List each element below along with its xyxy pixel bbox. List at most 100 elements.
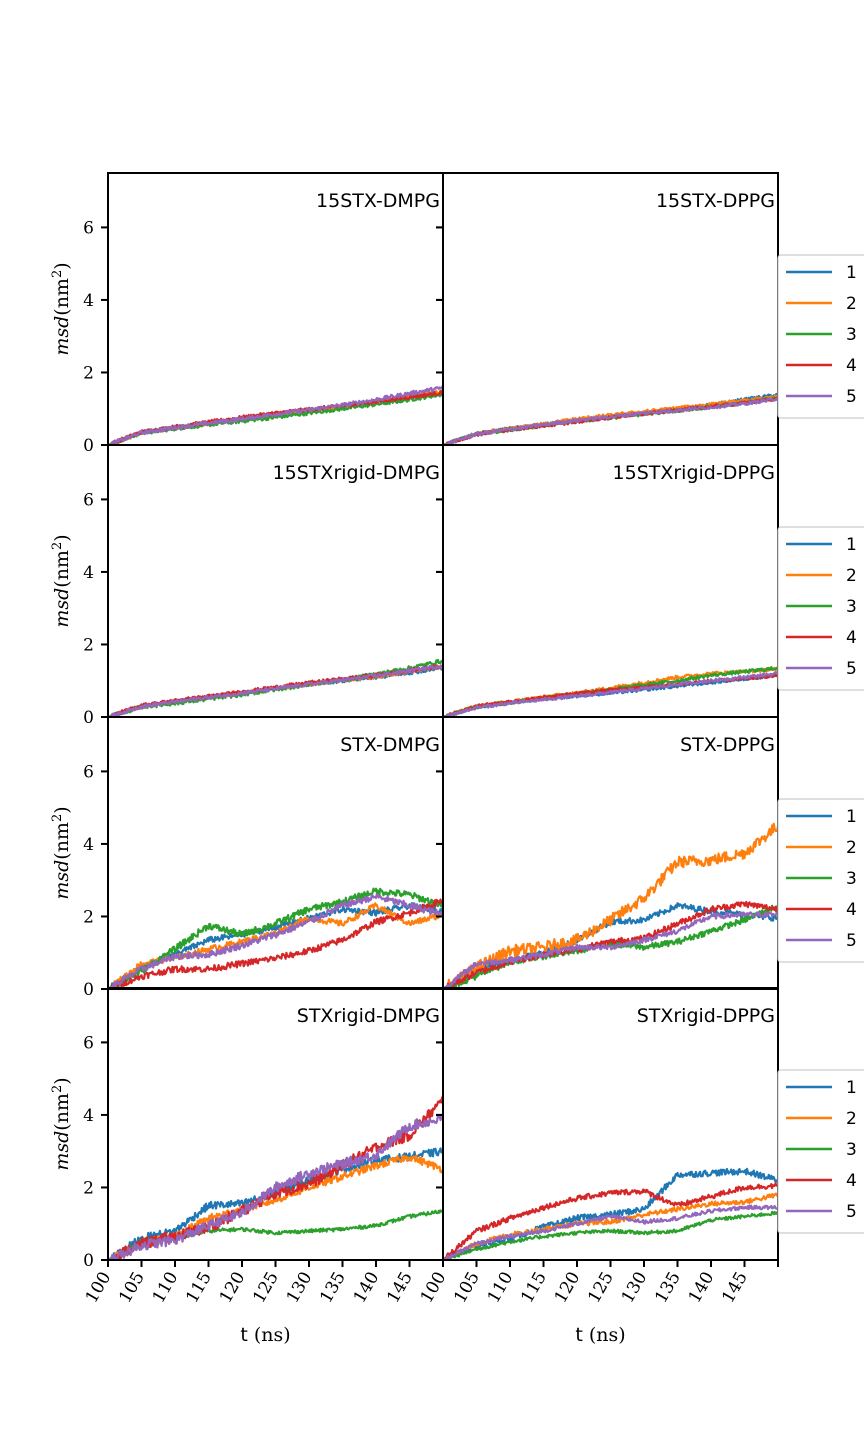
legend-label-4: 4 [846,1171,857,1191]
y-tick-label: 2 [83,1178,94,1198]
series-line-5 [443,911,778,989]
x-tick-label: 115 [517,1269,551,1307]
legend-label-2: 2 [846,1109,857,1129]
y-axis-label: msd(nm2) [50,806,74,899]
series-group [108,385,443,445]
series-line-5 [443,671,778,717]
legend-label-2: 2 [846,838,857,858]
series-line-5 [108,385,443,445]
y-tick-label: 6 [83,1033,94,1053]
legend-label-3: 3 [846,597,857,617]
series-line-5 [108,893,443,989]
panel-title: 15STX-DPPG [656,190,775,212]
legend-box [777,798,864,963]
legend-label-1: 1 [846,1078,857,1098]
y-axis-label: msd(nm2) [50,1077,74,1170]
y-tick-label: 2 [83,907,94,927]
series-line-2 [108,902,443,989]
legend-label-2: 2 [846,294,857,314]
legend-label-1: 1 [846,807,857,827]
series-line-3 [108,393,443,445]
legend-label-5: 5 [846,931,857,951]
legend-label-5: 5 [846,659,857,679]
panel-stx-dppg: STX-DPPG 1 2 3 4 5 [436,716,864,990]
panel-15stxrigid-dppg: 15STXrigid-DPPG 1 2 3 4 5 [436,444,864,718]
axes-frame [442,444,779,718]
x-tick-label: 100 [417,1269,451,1307]
panel-15stxrigid-dmpg: 15STXrigid-DMPG 0 2 4 6 msd(nm2) [50,444,444,728]
legend-label-1: 1 [846,535,857,555]
series-group [108,1096,443,1260]
y-tick-label: 0 [83,1251,94,1271]
legend: 1 2 3 4 5 [777,798,864,963]
series-line-5 [108,664,443,717]
legend-label-2: 2 [846,566,857,586]
x-tick-label: 115 [182,1269,216,1307]
x-tick-label: 135 [316,1269,350,1307]
series-group [443,392,778,445]
x-tick-label: 140 [350,1269,384,1307]
y-tick-label: 4 [83,1106,94,1126]
y-tick-label: 2 [83,635,94,655]
legend-label-1: 1 [846,263,857,283]
legend-label-3: 3 [846,869,857,889]
y-tick-label: 6 [83,218,94,238]
y-tick-label: 4 [83,563,94,583]
legend-box [777,254,864,419]
series-line-3 [443,1210,778,1260]
series-group [108,658,443,717]
x-tick-label: 140 [685,1269,719,1307]
x-axis-label: t (ns) [240,1324,290,1346]
x-tick-label: 120 [551,1269,585,1307]
series-group [443,1167,778,1260]
legend-label-4: 4 [846,628,857,648]
panel-15stx-dmpg: 15STX-DMPG 0 2 4 6 msd(nm2) [50,172,444,456]
panel-title: STXrigid-DPPG [637,1005,775,1027]
y-tick-label: 0 [83,980,94,1000]
x-tick-label: 135 [651,1269,685,1307]
panel-title: STX-DPPG [680,734,775,756]
y-tick-label: 6 [83,762,94,782]
x-tick-label: 145 [718,1269,752,1307]
y-tick-label: 4 [83,291,94,311]
y-tick-label: 2 [83,363,94,383]
x-tick-label: 100 [82,1269,116,1307]
legend-label-4: 4 [846,356,857,376]
panel-title: 15STX-DMPG [316,190,440,212]
panel-stx-dmpg: STX-DMPG 0 2 4 6 msd(nm2) [50,716,444,1000]
panel-15stx-dppg: 15STX-DPPG 1 2 3 4 5 [436,172,864,446]
panel-title: 15STXrigid-DMPG [273,462,440,484]
legend-label-5: 5 [846,1202,857,1222]
legend-box [777,526,864,691]
panel-title: 15STXrigid-DPPG [613,462,775,484]
legend-label-4: 4 [846,900,857,920]
y-tick-label: 4 [83,835,94,855]
series-line-4 [443,1182,778,1260]
y-tick-label: 6 [83,490,94,510]
x-tick-label: 145 [383,1269,417,1307]
series-line-5 [443,1204,778,1260]
series-group [443,822,778,989]
axes-frame [107,172,444,446]
x-tick-label: 130 [283,1269,317,1307]
y-tick-label: 0 [83,708,94,728]
series-line-5 [108,1114,443,1260]
y-axis-label: msd(nm2) [50,534,74,627]
axes-frame [107,716,444,990]
x-tick-label: 120 [216,1269,250,1307]
series-group [108,887,443,989]
x-tick-label: 105 [115,1269,149,1307]
legend-label-3: 3 [846,1140,857,1160]
panel-stxrigid-dmpg: STXrigid-DMPG 0 2 4 6 100 105 110 115 120 125 130 13… [50,987,444,1346]
y-tick-label: 0 [83,436,94,456]
x-tick-label: 125 [584,1269,618,1307]
legend: 1 2 3 4 5 [777,1069,864,1234]
series-group [443,665,778,717]
x-tick-label: 105 [450,1269,484,1307]
x-tick-label: 130 [618,1269,652,1307]
x-tick-label: 125 [249,1269,283,1307]
panel-title: STX-DMPG [340,734,440,756]
legend: 1 2 3 4 5 [777,254,864,419]
series-line-5 [443,397,778,445]
